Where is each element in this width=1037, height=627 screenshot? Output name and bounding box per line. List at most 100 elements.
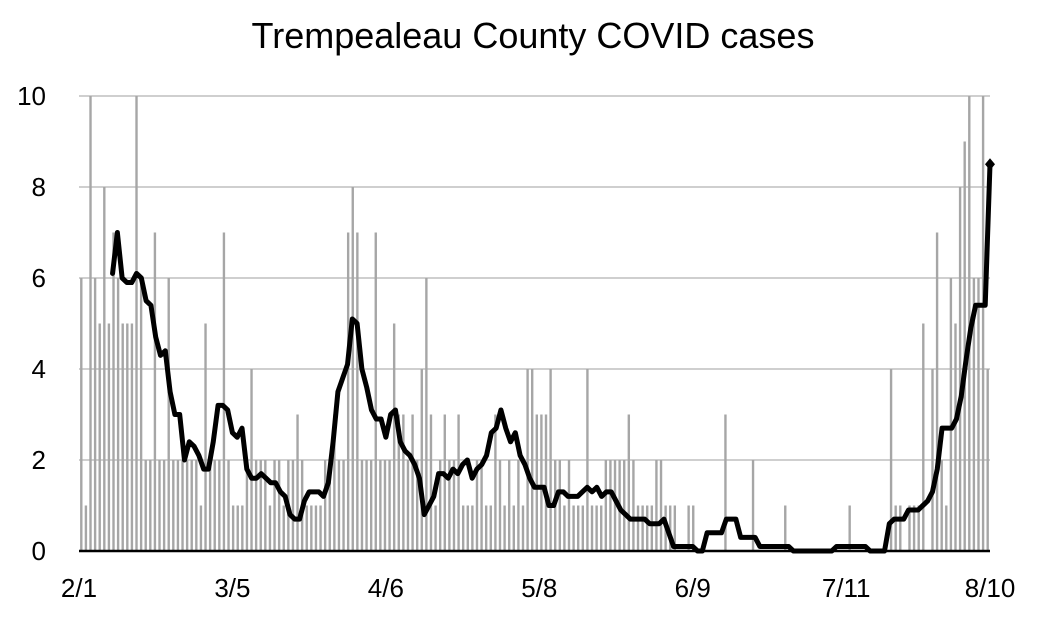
bar: [572, 505, 575, 551]
bar: [687, 505, 690, 551]
bar: [669, 505, 672, 551]
bar: [848, 505, 851, 551]
bar: [259, 460, 262, 551]
bar: [328, 460, 331, 551]
bar: [650, 505, 654, 551]
bar: [659, 460, 663, 551]
bar: [475, 460, 479, 551]
bar: [158, 460, 161, 551]
bar: [93, 278, 97, 551]
bar: [604, 460, 608, 551]
bar: [540, 414, 543, 551]
bar: [922, 323, 925, 551]
x-axis-ticks: 2/1 3/5 4/6 5/8 6/9 7/11 8/10: [61, 573, 1015, 603]
y-tick-label: 10: [17, 81, 46, 111]
bar: [323, 460, 327, 551]
bar: [195, 460, 198, 551]
bar-series: [80, 96, 989, 551]
bar: [383, 460, 387, 551]
bar: [250, 369, 253, 551]
bar: [277, 460, 281, 551]
bar: [360, 460, 364, 551]
chart-title: Trempealeau County COVID cases: [252, 15, 815, 56]
bar: [199, 505, 203, 551]
bar: [613, 460, 617, 551]
bar: [291, 460, 295, 551]
bar: [98, 323, 101, 551]
bar: [945, 505, 948, 551]
bar: [415, 460, 419, 551]
moving-average-line: [110, 161, 993, 554]
bar: [429, 414, 433, 551]
bar: [84, 505, 88, 551]
bar: [406, 460, 410, 551]
bar: [646, 505, 649, 551]
bar: [981, 96, 985, 551]
bar: [655, 460, 658, 551]
bar: [172, 460, 175, 551]
bar: [144, 460, 147, 551]
bar: [457, 414, 460, 551]
bar: [595, 505, 598, 551]
bar: [627, 414, 631, 551]
bar: [623, 460, 626, 551]
x-tick-label: 7/11: [822, 573, 871, 603]
bar: [434, 505, 437, 551]
bar: [558, 460, 561, 551]
y-tick-label: 6: [32, 263, 46, 293]
bar: [411, 414, 414, 551]
bar: [162, 460, 166, 551]
bar: [153, 232, 157, 551]
line-end-marker: [985, 158, 995, 171]
bar: [89, 96, 92, 551]
bar: [236, 505, 239, 551]
bar: [577, 505, 580, 551]
bar: [977, 278, 980, 551]
bar: [508, 460, 511, 551]
x-tick-label: 8/10: [965, 573, 1016, 603]
bar: [268, 505, 272, 551]
bar: [531, 369, 534, 551]
y-tick-label: 8: [32, 172, 46, 202]
bar: [609, 460, 612, 551]
bar: [392, 323, 396, 551]
bar: [466, 505, 469, 551]
bar: [112, 232, 115, 551]
bar: [319, 505, 322, 551]
bar: [167, 278, 170, 551]
bar: [963, 141, 966, 551]
bar: [899, 505, 902, 551]
bar: [931, 369, 934, 551]
bar: [448, 460, 451, 551]
bar: [521, 505, 525, 551]
bar: [586, 369, 589, 551]
bar: [894, 505, 897, 551]
bar: [958, 187, 962, 551]
bar: [471, 505, 474, 551]
bar: [126, 323, 129, 551]
bar: [443, 414, 446, 551]
bar: [632, 460, 635, 551]
bar: [641, 505, 644, 551]
bar: [544, 414, 548, 551]
bar: [346, 232, 350, 551]
bar: [80, 278, 83, 551]
x-tick-label: 5/8: [521, 573, 557, 603]
bar: [208, 460, 212, 551]
bar: [784, 505, 787, 551]
bar: [388, 460, 391, 551]
bar: [310, 505, 313, 551]
bar: [912, 505, 916, 551]
bar: [949, 278, 953, 551]
bar: [972, 278, 976, 551]
bar: [130, 323, 134, 551]
bar: [149, 460, 152, 551]
bar: [751, 460, 755, 551]
bar: [494, 414, 497, 551]
bar: [512, 505, 515, 551]
bar: [940, 460, 943, 551]
bar: [241, 505, 244, 551]
bar: [692, 505, 695, 551]
bar: [498, 460, 502, 551]
bar: [484, 505, 488, 551]
